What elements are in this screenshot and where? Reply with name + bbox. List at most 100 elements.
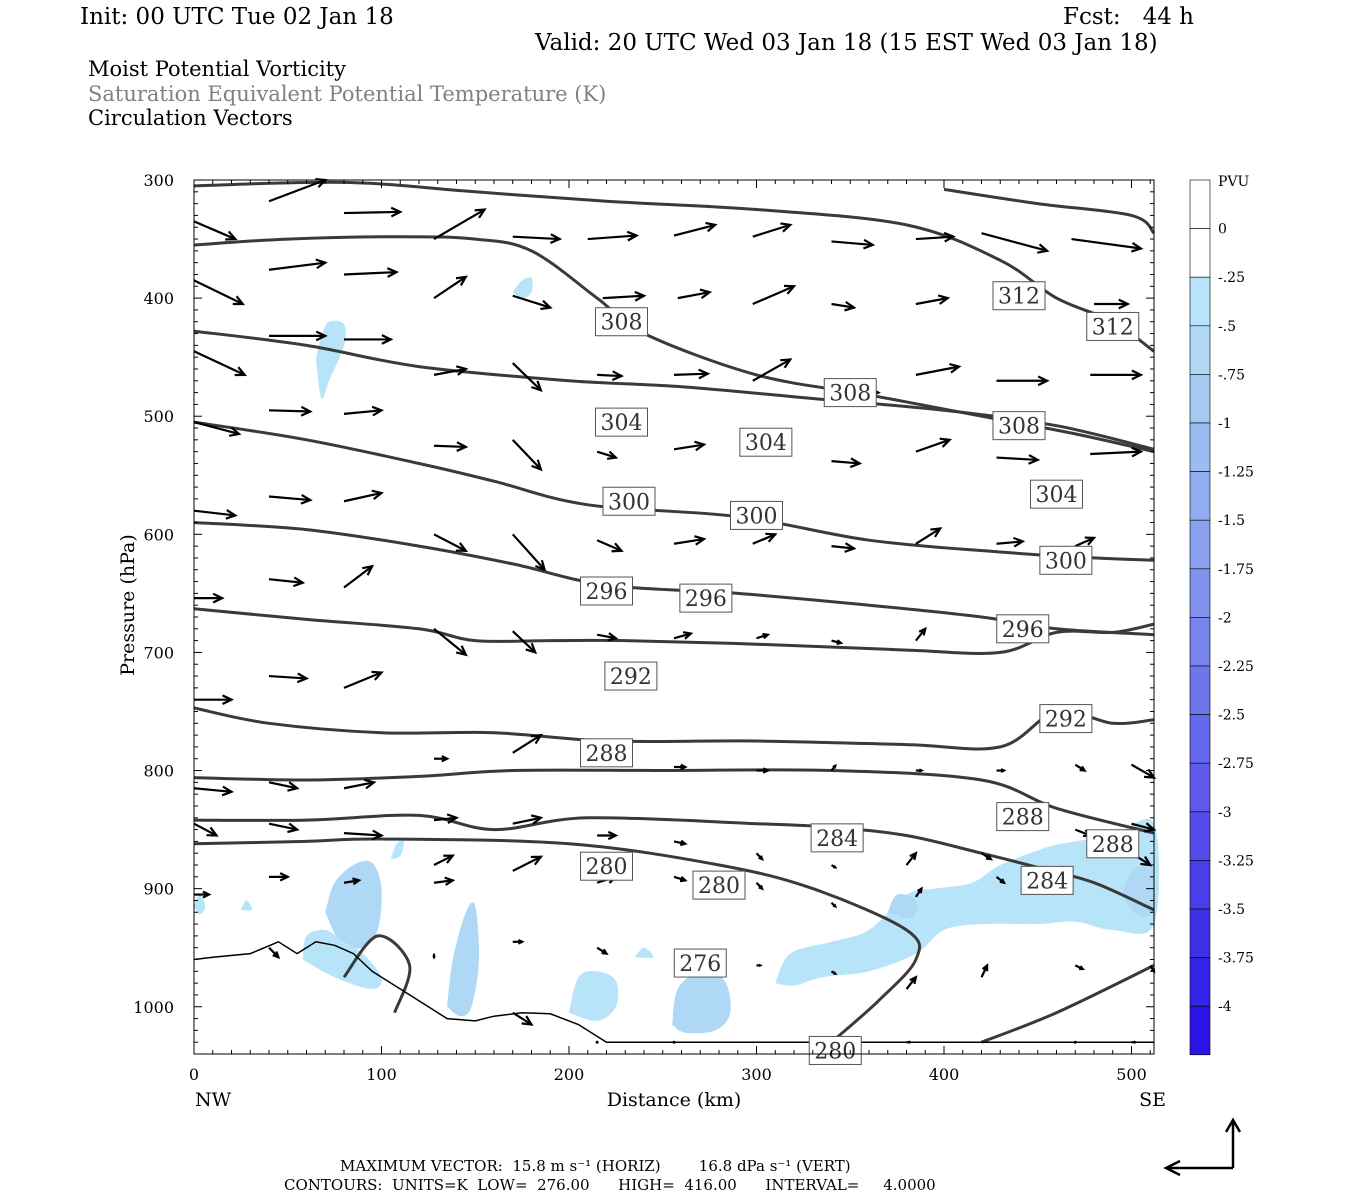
vector-shaft [193,350,246,376]
circulation-vector [596,946,609,955]
vector-head [444,876,456,886]
pv-region [302,929,382,989]
circulation-vector [343,829,385,841]
terrain-layer [193,940,1154,1043]
circulation-vector [831,639,844,645]
vector-shaft [981,232,1048,252]
circulation-vector-layer [193,178,1157,1044]
vector-head [607,830,619,841]
circulation-vector [673,440,707,452]
vector-head [1037,243,1050,254]
circulation-vector [193,785,235,797]
circulation-vector [193,279,246,306]
vector-shaft [268,674,307,680]
vector-shaft [831,545,855,550]
contour-label-box [604,661,658,691]
colorbar-swatch [1189,665,1211,715]
vector-head [694,535,707,546]
x-tick-label: 100 [366,1065,397,1084]
pv-region [194,894,206,915]
vector-head [762,767,771,774]
vector-shaft [597,373,622,378]
circulation-vector [511,630,538,655]
circulation-vector [268,822,300,834]
vector-head [1133,1040,1138,1044]
circulation-vector [511,533,547,572]
vector-shaft [193,421,240,435]
colorbar-label: -3.25 [1218,853,1254,869]
vector-shaft [193,822,218,837]
vector-shaft [1131,822,1155,831]
contour-label-text: 304 [1036,483,1078,508]
vector-head [352,877,362,886]
vector-head [225,230,238,241]
vector-head [917,886,923,894]
vector-head [455,645,468,657]
vector-shaft [268,578,303,584]
circulation-vector [1074,763,1087,772]
circulation-vector [343,489,384,503]
circulation-vector [433,876,456,886]
vector-shaft [512,235,560,241]
vector-head [758,884,764,891]
vector-head [381,334,394,345]
y-tick-label: 800 [143,762,174,781]
vector-shaft [268,178,326,203]
vector-shaft [193,787,232,793]
vector-head [540,299,553,311]
vector-head [232,295,246,306]
colorbar-label: -4 [1218,999,1232,1015]
x-tick-label: 300 [741,1065,772,1084]
vector-head [758,963,763,968]
vector-shaft [511,630,537,654]
colorbar-unit: PVU [1218,174,1250,190]
circulation-vector [981,232,1050,254]
contour-label-box [595,407,648,437]
contour-label-box [1030,479,1083,509]
circulation-vector [1074,536,1097,548]
circulation-vector [1073,1040,1077,1044]
circulation-vector [905,851,918,866]
circulation-vector [512,855,544,872]
circulation-vector [512,814,544,825]
field-title-vectors: Circulation Vectors [88,106,293,130]
circulation-vector [597,830,619,841]
contour-label: 300 [602,486,656,516]
circulation-vector [344,334,394,345]
vector-head [222,694,235,706]
circulation-vector [194,890,212,899]
colorbar-label: -2.75 [1218,756,1254,772]
thetaes-contour-312 [193,180,1155,353]
circulation-vector [755,852,764,861]
circulation-vector [906,1040,913,1044]
vector-shaft [433,816,457,822]
circulation-vector [1090,446,1144,458]
circulation-vector [434,755,450,763]
colorbar-swatch [1189,519,1211,570]
vector-head [432,955,436,960]
circulation-vector [674,763,688,771]
vector-head [287,781,300,792]
circulation-vector [343,778,377,790]
y-tick-label: 900 [143,880,174,899]
terrain-outline [193,940,1154,1043]
y-tick-label: 500 [143,407,174,426]
circulation-vector [831,300,857,312]
vector-shaft [433,854,454,867]
vector-head [300,494,313,505]
pv-fill-layer [194,277,1160,1034]
vector-shaft [752,358,791,382]
circulation-vector [831,238,876,250]
contour-label-text: 284 [1026,869,1068,894]
circulation-vector [752,532,778,545]
vector-shaft [512,1011,533,1026]
vector-head [780,358,793,369]
vector-dot [1073,1040,1077,1044]
contour-label-box [823,378,877,408]
y-tick-label: 1000 [133,998,174,1017]
vector-head [474,208,487,219]
colorbar-label: -1.25 [1218,465,1254,481]
vector-head [206,826,219,837]
vector-head [212,592,225,604]
circulation-vector [268,781,300,792]
